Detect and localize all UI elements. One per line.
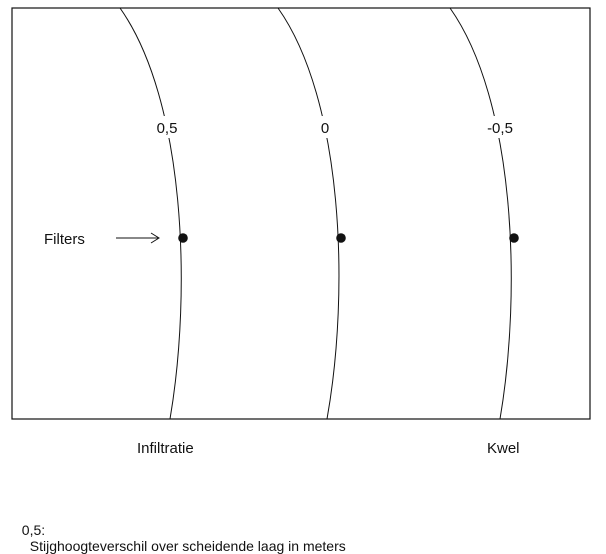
kwel-label: Kwel	[487, 440, 520, 457]
contour-line-minus-0-5	[449, 7, 512, 420]
diagram-frame	[11, 7, 591, 420]
contour-label-minus-0-5: -0,5	[487, 120, 513, 137]
filter-dot	[509, 233, 519, 243]
legend-key: 0,5:	[21, 522, 46, 538]
filter-dot	[336, 233, 346, 243]
legend: 0,5: Stijghoogteverschil over scheidende…	[14, 506, 346, 554]
filter-dot	[178, 233, 188, 243]
filters-label: Filters	[44, 231, 85, 248]
contour-label-0: 0	[321, 120, 329, 137]
diagram: 0,5 0 -0,5 Filters Infiltratie Kwel	[11, 7, 591, 457]
filters-arrow-head	[150, 232, 160, 244]
legend-text: Stijghoogteverschil over scheidende laag…	[29, 538, 346, 554]
contour-line-0-5	[119, 7, 182, 420]
infiltratie-label: Infiltratie	[137, 440, 194, 457]
contour-label-0-5: 0,5	[157, 120, 178, 137]
contour-line-0	[277, 7, 340, 420]
